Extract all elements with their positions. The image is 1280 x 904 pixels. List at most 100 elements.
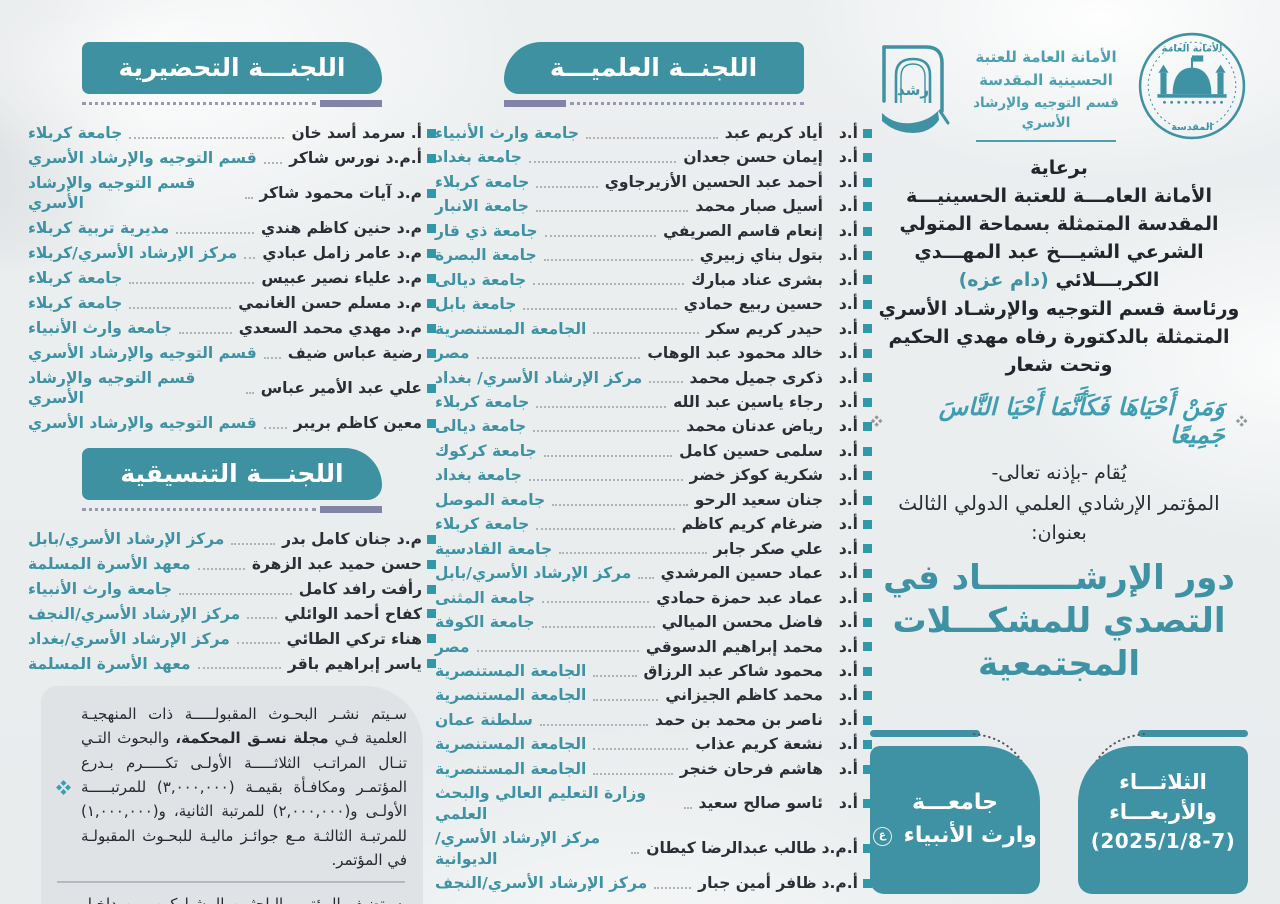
arch-logo-text: رشد: [897, 81, 929, 99]
member-title-prefix: أ.د: [838, 661, 858, 680]
committee-row: أ.د محمد كاظم الجيزاني الجامعة المستنصري…: [435, 685, 872, 705]
member-affiliation: قسم التوجيه والإرشاد الأسري: [28, 148, 257, 167]
member-name: م.د حنين كاظم هندي: [261, 219, 422, 238]
dotted-leader: [528, 152, 677, 164]
member-affiliation: جامعة ديالى: [435, 417, 527, 436]
coordination-committee-list: م.د جنان كامل بدر مركز الإرشاد الأسري/با…: [28, 529, 436, 674]
bullet-square-icon: [863, 642, 872, 652]
member-name: محمد كاظم الجيزاني: [665, 686, 823, 705]
member-name: إنعام قاسم الصريفي: [663, 221, 823, 240]
participation-note: يسـتضيف المؤتمـر الباحثيـن المشـاركين مـ…: [55, 892, 407, 904]
footer-boxes: الثلاثـــاء والأربعـــاء (2025/1/8-7) جا…: [870, 730, 1248, 900]
member-name: ياسر إبراهيم باقر: [287, 654, 422, 673]
member-name: نشعة كريم عذاب: [695, 735, 823, 754]
dotted-leader: [476, 348, 641, 359]
committee-row: أ.د رجاء ياسين عبد الله جامعة كربلاء: [435, 392, 872, 412]
rosette-ornament-icon: [1235, 415, 1248, 427]
committee-row: أ.د إنعام قاسم الصريفي جامعة ذي قار: [435, 221, 872, 241]
member-name: م.د جنان كامل بدر: [282, 529, 422, 548]
member-title-prefix: أ.د: [838, 710, 858, 729]
member-title-prefix: أ.د: [838, 515, 858, 534]
sponsor-intro: برعاية: [1030, 157, 1088, 179]
scientific-committee-list: أ.د أياد كريم عبد جامعة وارث الأنبياء أ.…: [435, 123, 872, 894]
dotted-leader: [631, 843, 640, 855]
member-title-prefix: أ.د: [838, 759, 858, 778]
bullet-square-icon: [427, 609, 436, 619]
dotted-leader: [263, 418, 287, 430]
member-name: رأفت رافد كامل: [298, 579, 422, 598]
member-affiliation: جامعة كربلاء: [435, 172, 530, 191]
dotted-leader: [649, 372, 683, 384]
bullet-square-icon: [863, 177, 872, 187]
coordination-committee-header: اللجنـــة التنسيقية: [82, 447, 382, 515]
bullet-square-icon: [863, 799, 872, 809]
member-name: معين كاظم بريبر: [293, 414, 422, 433]
member-name: أ.م.د نورس شاكر: [289, 148, 422, 167]
member-affiliation: مركز الإرشاد الأسري/كربلاء: [28, 244, 238, 263]
member-affiliation: جامعة كربلاء: [28, 124, 123, 142]
dotted-leader: [638, 568, 654, 579]
participation-note-text: يسـتضيف المؤتمـر الباحثيـن المشـاركين مـ…: [81, 894, 407, 904]
committee-row: أ.د شكرية كوكز خضر جامعة بغداد: [435, 465, 872, 485]
dotted-leader: [179, 323, 232, 334]
member-affiliation: قسم التوجيه والإرشاد الأسري: [28, 369, 196, 408]
bullet-square-icon: [863, 764, 872, 774]
dotted-leader: [593, 764, 673, 775]
member-affiliation: جامعة الانبار: [435, 197, 529, 216]
committee-row: م.د جنان كامل بدر مركز الإرشاد الأسري/با…: [28, 529, 436, 549]
member-affiliation: قسم التوجيه والإرشاد الأسري: [28, 414, 257, 433]
bullet-square-icon: [863, 128, 872, 138]
committee-row: أ.د فاضل محسن الميالي جامعة الكوفة: [435, 612, 872, 632]
bullet-square-icon: [863, 446, 872, 456]
member-name: أحمد عبد الحسين الأزيرجاوي: [604, 172, 823, 191]
dotted-leader: [245, 383, 254, 394]
committee-title: اللجنــة العلميـــة: [503, 42, 804, 94]
member-affiliation: قسم التوجيه والإرشاد الأسري: [28, 344, 257, 363]
member-title-prefix: أ.د: [838, 686, 858, 705]
committee-row: كفاح أحمد الوائلي مركز الإرشاد الأسري/ال…: [28, 604, 436, 624]
seal-bottom-text: المقدسة: [1171, 122, 1212, 133]
seal-top-text: الأمانة العامة: [1162, 42, 1223, 54]
dotted-leader: [536, 177, 598, 188]
bullet-square-icon: [863, 250, 872, 260]
calligraphy-line1: الأمانة العامة للعتبة الحسينية المقدسة: [975, 48, 1117, 90]
member-affiliation: جامعة بغداد: [435, 148, 522, 167]
title-line1: دور الإرشــــــــاد في: [883, 557, 1235, 598]
committee-title: اللجنـــة التحضيرية: [82, 42, 382, 94]
bullet-square-icon: [427, 128, 436, 138]
journal-name: مجلة نسـق المحكمة،: [175, 729, 329, 748]
member-name: م.د عامر زامل عبادي: [262, 244, 422, 263]
bullet-square-icon: [863, 348, 872, 358]
member-title-prefix: أ.م.د: [821, 839, 858, 858]
member-name: هناء تركي الطائي: [286, 629, 422, 648]
member-name: أياد كريم عبد: [724, 124, 823, 142]
committee-title: اللجنـــة التنسيقية: [82, 447, 382, 500]
member-title-prefix: أ.د: [838, 794, 858, 813]
teal-strip: [870, 730, 980, 738]
dotted-leader: [244, 188, 253, 199]
committee-row: أ.د محمد إبراهيم الدسوقي مصر: [435, 637, 872, 657]
committee-row: معين كاظم بريبر قسم التوجيه والإرشاد الأ…: [28, 413, 436, 433]
bullet-square-icon: [863, 422, 872, 432]
dotted-leader: [263, 153, 283, 164]
member-affiliation: جامعة المثنى: [435, 588, 535, 607]
dotted-leader: [593, 739, 689, 751]
committee-row: أ.د إيمان حسن جعدان جامعة بغداد: [435, 147, 872, 167]
dotted-leader: [543, 250, 693, 261]
committee-row: أ. سرمد أسد خان جامعة كربلاء: [28, 123, 436, 143]
member-title-prefix: أ.د: [838, 564, 858, 583]
committee-row: ياسر إبراهيم باقر معهد الأسرة المسلمة: [28, 654, 436, 674]
committee-row: أ.د ئاسو صالح سعيد وزارة التعليم العالي …: [435, 783, 872, 824]
committee-row: أ.د عماد عبد حمزة حمادي جامعة المثنى: [435, 588, 872, 608]
sponsor-line: الكربـــلائي (دام عزه): [870, 266, 1248, 294]
committee-row: أ.د أسيل صبار محمد جامعة الانبار: [435, 196, 872, 216]
committee-row: هناء تركي الطائي مركز الإرشاد الأسري/بغد…: [28, 629, 436, 649]
sponsor-line: ورئاسة قسم التوجيه والإرشـاد الأسري: [878, 297, 1240, 320]
university-box: جامعـــة وارث الأنبياء ع: [870, 730, 1040, 900]
conference-title: دور الإرشــــــــاد في التصدي للمشكـــلا…: [870, 557, 1248, 687]
member-affiliation: جامعة بابل: [435, 295, 517, 314]
member-affiliation: الجامعة المستنصرية: [435, 686, 587, 705]
member-name: أ. سرمد أسد خان: [291, 124, 422, 142]
bullet-square-icon: [427, 659, 436, 669]
